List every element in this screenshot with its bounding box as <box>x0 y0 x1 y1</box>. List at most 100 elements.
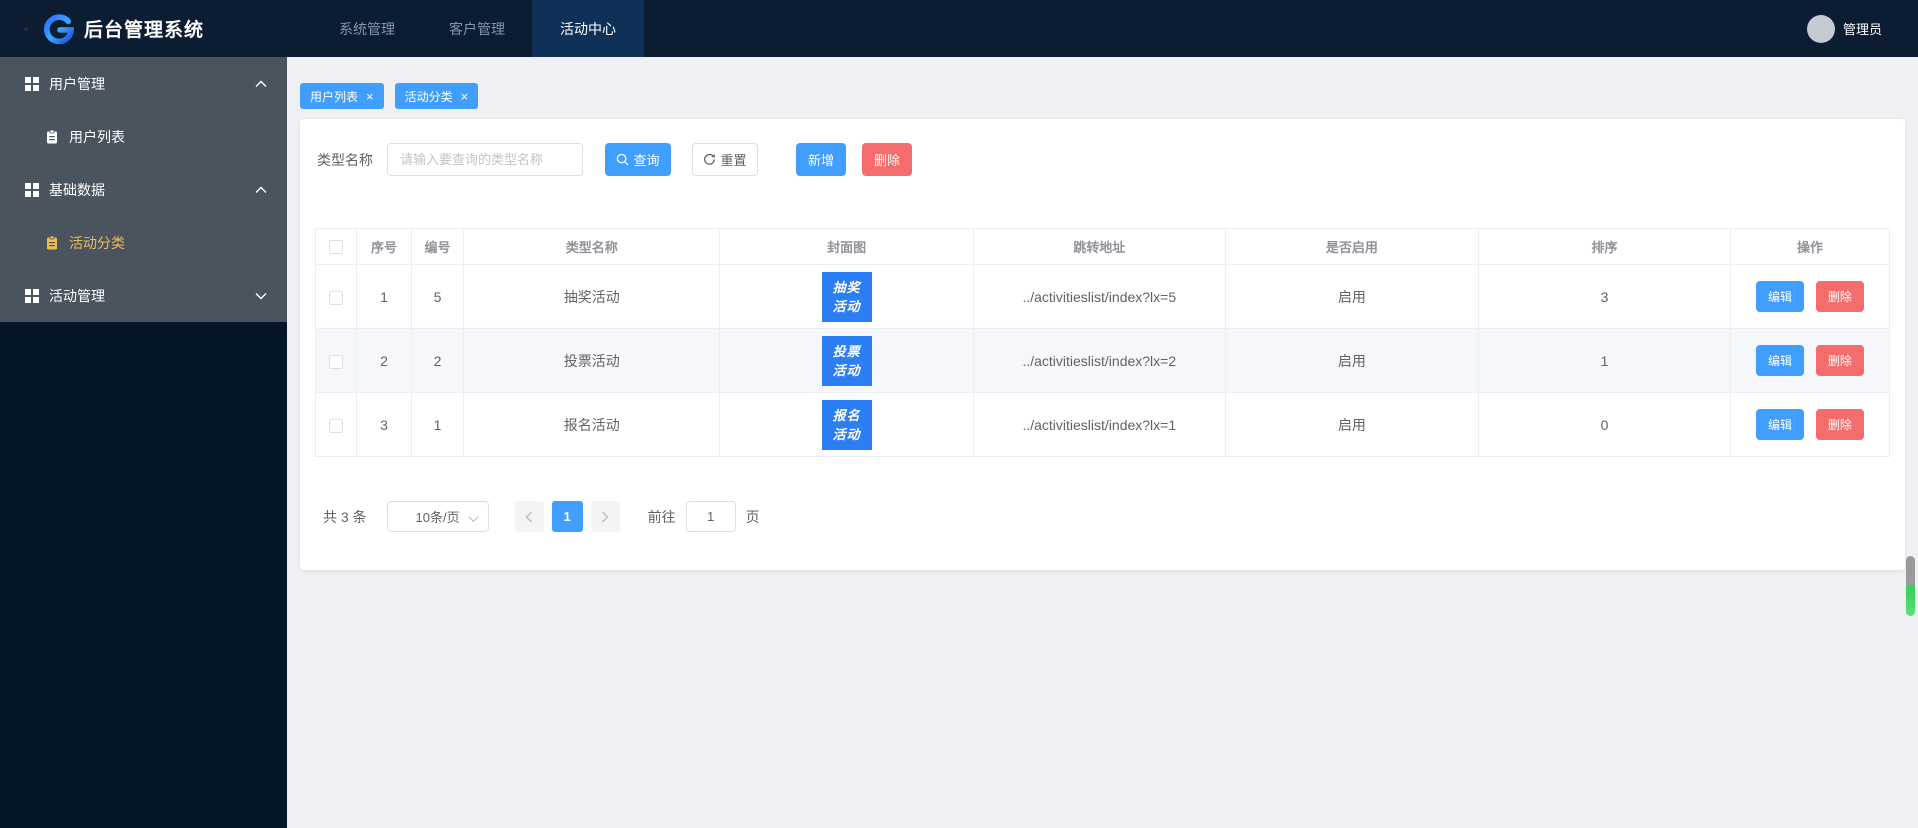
row-checkbox[interactable] <box>328 290 343 305</box>
close-icon[interactable]: × <box>460 88 469 104</box>
user-avatar[interactable] <box>1806 14 1835 43</box>
sidebar-item-label: 用户列表 <box>69 128 125 145</box>
main-content: 用户列表 × 活动分类 × 类型名称 查询 <box>287 57 1918 828</box>
prev-page-button[interactable] <box>514 501 544 532</box>
cell-sort: 0 <box>1478 392 1731 457</box>
chevron-down-icon <box>255 292 267 300</box>
table-header-row: 序号 编号 类型名称 封面图 跳转地址 是否启用 排序 操作 <box>315 228 1891 265</box>
row-delete-button[interactable]: 删除 <box>1815 281 1864 312</box>
filter-row: 类型名称 查询 重置 新增 <box>315 143 1890 176</box>
add-button[interactable]: 新增 <box>796 143 846 176</box>
search-button[interactable]: 查询 <box>605 143 671 176</box>
grid-icon <box>25 288 39 303</box>
tag-user-list[interactable]: 用户列表 × <box>300 83 384 109</box>
cell-name: 投票活动 <box>462 328 721 393</box>
col-code: 编号 <box>411 228 464 265</box>
select-all-checkbox[interactable] <box>328 240 343 255</box>
page-size-value: 10条/页 <box>415 510 460 525</box>
delete-button[interactable]: 删除 <box>862 143 912 176</box>
cell-code: 5 <box>411 264 464 329</box>
add-button-label: 新增 <box>807 153 834 168</box>
sidebar-menu: 用户管理 用户列表 <box>0 57 287 322</box>
col-enabled: 是否启用 <box>1224 228 1480 265</box>
user-area[interactable]: 管理员 <box>1806 14 1882 43</box>
cell-enabled: 启用 <box>1224 264 1480 329</box>
close-icon[interactable]: × <box>366 88 374 104</box>
sidebar-group-activity-management[interactable]: 活动管理 <box>0 269 287 322</box>
page-size-select[interactable]: 10条/页 <box>386 501 489 532</box>
sidebar-group-label: 活动管理 <box>49 287 105 304</box>
topnav-item-system[interactable]: 系统管理 <box>339 20 396 37</box>
row-delete-button[interactable]: 删除 <box>1815 409 1864 440</box>
sidebar: 用户管理 用户列表 <box>0 57 287 828</box>
tag-label: 活动分类 <box>404 89 453 104</box>
delete-button-label: 删除 <box>873 153 900 168</box>
cover-image: 报名 活动 <box>821 399 872 450</box>
goto-label: 前往 <box>647 508 676 525</box>
cell-enabled: 启用 <box>1224 392 1480 457</box>
row-delete-button[interactable]: 删除 <box>1815 345 1864 376</box>
cover-image: 投票 活动 <box>821 335 872 386</box>
cover-image: 抽奖 活动 <box>821 271 872 322</box>
sidebar-item-user-list[interactable]: 用户列表 <box>0 110 287 163</box>
col-sort: 排序 <box>1478 228 1731 265</box>
cell-code: 2 <box>411 328 464 393</box>
reset-button[interactable]: 重置 <box>692 143 758 176</box>
cover-text: 活动 <box>832 298 861 314</box>
table-row: 3 1 报名活动 报名 活动 ../activitieslist/index?l… <box>315 392 1891 457</box>
top-nav-menu: 系统管理 客户管理 活动中心 <box>312 0 645 57</box>
app-logo-icon <box>44 13 74 44</box>
sidebar-group-user-management[interactable]: 用户管理 <box>0 57 287 110</box>
grid-icon <box>25 76 39 91</box>
cell-url: ../activitieslist/index?lx=1 <box>972 392 1226 457</box>
sidebar-group-label: 基础数据 <box>49 181 105 198</box>
cover-text: 抽奖 <box>832 279 861 295</box>
col-cover: 封面图 <box>719 228 974 265</box>
topnav-item-customer[interactable]: 客户管理 <box>449 20 506 37</box>
cell-index: 2 <box>355 328 413 393</box>
scrollbar-thumb[interactable] <box>1906 556 1915 616</box>
edit-button[interactable]: 编辑 <box>1756 281 1805 312</box>
edit-button[interactable]: 编辑 <box>1756 345 1805 376</box>
cell-name: 报名活动 <box>462 392 721 457</box>
col-index: 序号 <box>355 228 413 265</box>
sidebar-item-activity-category[interactable]: 活动分类 <box>0 216 287 269</box>
table-row: 1 5 抽奖活动 抽奖 活动 ../activitieslist/index?l… <box>315 264 1891 329</box>
grid-icon <box>25 182 39 197</box>
cover-text: 活动 <box>832 362 861 378</box>
goto-page-input[interactable] <box>685 501 736 532</box>
page-suffix-label: 页 <box>745 508 760 525</box>
pagination: 共 3 条 10条/页 1 前往 页 <box>323 501 1890 532</box>
row-checkbox[interactable] <box>328 418 343 433</box>
cell-url: ../activitieslist/index?lx=2 <box>972 328 1226 393</box>
chevron-down-icon <box>468 511 479 526</box>
edit-button[interactable]: 编辑 <box>1756 409 1805 440</box>
cell-code: 1 <box>411 392 464 457</box>
cell-name: 抽奖活动 <box>462 264 721 329</box>
sidebar-group-label: 用户管理 <box>49 75 105 92</box>
col-url: 跳转地址 <box>972 228 1226 265</box>
tag-bar: 用户列表 × 活动分类 × <box>300 83 1918 109</box>
sidebar-group-base-data[interactable]: 基础数据 <box>0 163 287 216</box>
app-title: 后台管理系统 <box>84 20 205 41</box>
cell-enabled: 启用 <box>1224 328 1480 393</box>
refresh-icon <box>704 153 716 165</box>
cover-text: 报名 <box>832 407 861 423</box>
type-name-label: 类型名称 <box>317 151 373 168</box>
topnav-item-activity-center[interactable]: 活动中心 <box>532 0 645 57</box>
search-button-label: 查询 <box>633 153 660 168</box>
search-icon <box>617 153 630 166</box>
user-name: 管理员 <box>1842 22 1882 37</box>
top-navbar: 后台管理系统 系统管理 客户管理 活动中心 管理员 <box>0 0 1918 57</box>
total-count: 共 3 条 <box>323 508 367 525</box>
row-checkbox[interactable] <box>328 354 343 369</box>
cover-text: 活动 <box>832 426 861 442</box>
tag-label: 用户列表 <box>310 89 359 104</box>
clipboard-icon <box>45 129 59 144</box>
tag-activity-category[interactable]: 活动分类 × <box>394 83 479 109</box>
cover-text: 投票 <box>832 343 861 359</box>
cell-index: 1 <box>355 264 413 329</box>
next-page-button[interactable] <box>590 501 620 532</box>
page-number-active[interactable]: 1 <box>551 501 583 532</box>
type-name-input[interactable] <box>387 143 583 176</box>
